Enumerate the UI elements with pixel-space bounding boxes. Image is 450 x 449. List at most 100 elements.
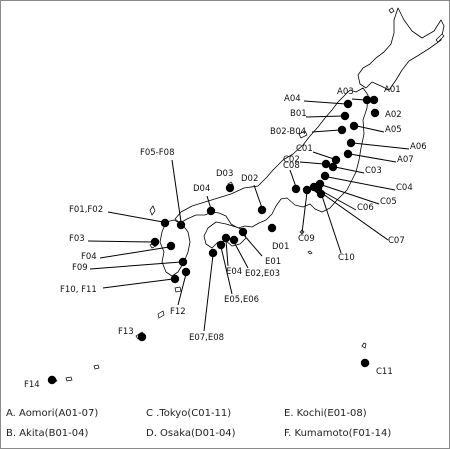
site-label-c09: C09 [298, 234, 315, 244]
site-marker-e01 [238, 227, 248, 237]
site-label-f14: F14 [24, 380, 40, 390]
site-label-e07-e08: E07,E08 [189, 333, 224, 343]
site-marker-a04 [343, 99, 353, 109]
site-marker-c01 [331, 155, 341, 165]
ishigaki-island [65, 376, 73, 382]
site-label-c10: C10 [338, 253, 355, 263]
legend-akita: B. Akita(B01-04) [6, 428, 89, 439]
leader-line-c06 [319, 189, 357, 211]
site-label-f13: F13 [118, 327, 134, 337]
leader-line-c03 [334, 166, 365, 174]
leader-line-c08 [289, 169, 297, 188]
site-label-c11: C11 [376, 367, 393, 377]
leader-line-f01-f02 [107, 211, 164, 223]
site-label-b01: B01 [290, 109, 307, 119]
site-marker-f10-f11 [170, 274, 180, 284]
site-marker-d03 [225, 183, 235, 193]
legend: A. Aomori(A01-07) C .Tokyo(C01-11) E. Ko… [6, 404, 446, 446]
leader-line-b01 [305, 115, 344, 118]
site-label-c05: C05 [380, 197, 397, 207]
site-label-a06: A06 [410, 142, 427, 152]
leader-line-a07 [349, 153, 397, 163]
site-label-a02: A02 [385, 110, 402, 120]
leader-line-a05 [356, 125, 385, 133]
site-marker-c02 [321, 159, 331, 169]
legend-osaka: D. Osaka(D01-04) [146, 428, 236, 439]
site-marker-a07 [343, 149, 353, 159]
leader-line-c02 [299, 161, 325, 165]
leader-line-e02-e03 [233, 241, 249, 269]
leader-line-e04 [225, 239, 229, 267]
site-label-c01: C01 [296, 144, 313, 154]
site-marker-a01 [369, 95, 379, 105]
site-label-d01: D01 [272, 242, 289, 252]
site-label-e04: E04 [226, 267, 242, 277]
site-label-f12: F12 [170, 307, 186, 317]
site-label-d03: D03 [216, 169, 233, 179]
site-label-a03: A03 [337, 87, 354, 97]
site-marker-b01 [340, 111, 350, 121]
site-label-f10-f11: F10, F11 [60, 285, 97, 295]
site-label-c04: C04 [396, 183, 413, 193]
kunashiri-island [435, 33, 445, 43]
site-label-c02: C02 [283, 155, 300, 165]
hachijo-island [307, 250, 313, 255]
site-marker-c08 [291, 184, 301, 194]
leader-line-c01 [312, 151, 335, 160]
site-label-a05: A05 [385, 125, 402, 135]
leader-line-e07-e08 [203, 254, 214, 332]
site-marker-a02 [370, 108, 380, 118]
leader-line-e05-e06 [220, 246, 233, 295]
site-label-a01: A01 [384, 85, 401, 95]
leader-line-e01 [242, 233, 263, 257]
legend-kochi: E. Kochi(E01-08) [284, 408, 367, 419]
site-marker-f03 [150, 237, 160, 247]
site-marker-f09 [178, 257, 188, 267]
site-label-c03: C03 [365, 166, 382, 176]
leader-line-c07 [315, 188, 389, 241]
yakushima-island [174, 286, 182, 293]
site-marker-e07-e08 [208, 248, 218, 258]
site-label-c06: C06 [357, 203, 374, 213]
site-label-e01: E01 [265, 257, 281, 267]
leader-line-f09 [89, 261, 182, 270]
leader-line-f05-f08 [171, 159, 182, 223]
site-marker-c03 [328, 162, 338, 172]
site-label-b02-b04: B02-B04 [270, 127, 306, 137]
site-markers [47, 95, 380, 385]
hokkaido-landmass [357, 7, 445, 91]
leader-line-b02-b04 [311, 129, 341, 133]
site-marker-c09 [302, 185, 312, 195]
site-marker-a06 [346, 138, 356, 148]
site-marker-e05-e06 [216, 240, 226, 250]
site-marker-f13 [137, 332, 147, 342]
site-marker-f14 [47, 375, 57, 385]
leader-line-f04 [99, 246, 170, 259]
leader-line-c05 [321, 184, 380, 205]
site-marker-f12 [181, 267, 191, 277]
bonin-islands [361, 342, 367, 349]
site-label-f01-f02: F01,F02 [69, 205, 103, 215]
leader-line-f12 [177, 273, 187, 306]
amami-island [157, 310, 165, 319]
site-marker-d02 [257, 205, 267, 215]
leader-lines [87, 98, 410, 332]
site-marker-e02-e03 [229, 235, 239, 245]
leader-line-d02 [253, 184, 263, 209]
legend-tokyo: C .Tokyo(C01-11) [146, 408, 232, 419]
site-label-c07: C07 [388, 236, 405, 246]
site-label-a07: A07 [397, 155, 414, 165]
site-marker-d01 [267, 223, 277, 233]
leader-line-a06 [352, 142, 410, 150]
site-label-f04: F04 [81, 252, 97, 262]
site-marker-c10 [316, 189, 326, 199]
site-label-e05-e06: E05,E06 [224, 295, 259, 305]
site-label-c08: C08 [283, 161, 300, 171]
leader-line-d04 [206, 195, 212, 210]
site-marker-c04 [320, 171, 330, 181]
sado-island [298, 130, 308, 139]
leader-line-c10 [321, 195, 342, 254]
site-marker-a03 [362, 95, 372, 105]
site-label-f09: F09 [72, 263, 88, 273]
